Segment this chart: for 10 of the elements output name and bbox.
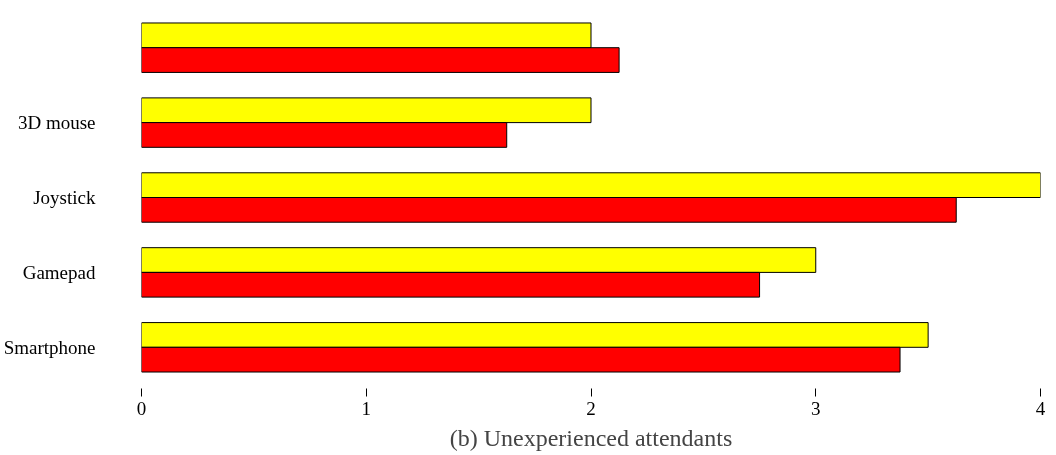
x-tick-label: 4 bbox=[1035, 397, 1046, 419]
y-tick-label: Smartphone bbox=[3, 336, 96, 358]
x-tick-label: 2 bbox=[586, 397, 596, 419]
x-tick-label: 1 bbox=[361, 397, 371, 419]
x-tick-label: 3 bbox=[811, 397, 821, 419]
text: (b) Unexperienced attendants bbox=[449, 424, 733, 451]
y-tick-label: Gamepad bbox=[22, 261, 96, 283]
y-tick-label: 3D mouse bbox=[17, 112, 96, 134]
y-tick-label: Joystick bbox=[33, 187, 96, 208]
x-tick-label: 0 bbox=[136, 397, 147, 419]
